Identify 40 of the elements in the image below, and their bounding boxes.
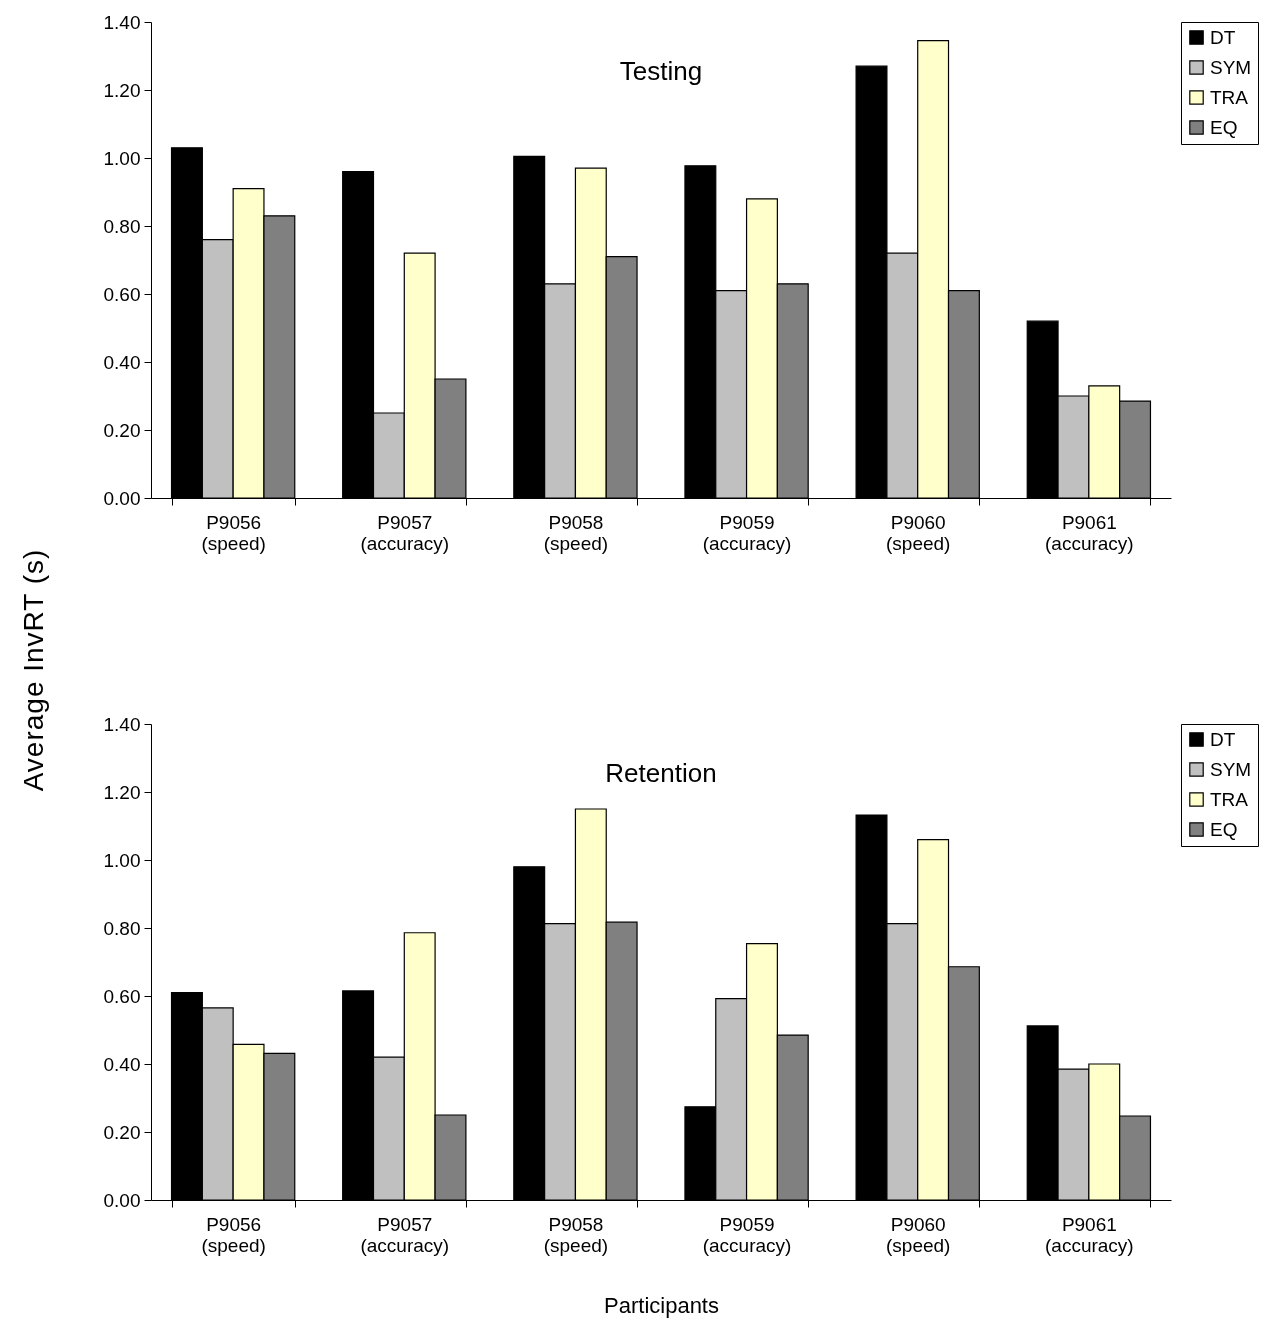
y-tick-label: 0.80 [103, 215, 141, 237]
x-tick-label: P9060 (speed) [886, 1213, 951, 1256]
y-tick-label: 0.00 [103, 1189, 141, 1211]
y-tick-label: 1.00 [103, 147, 141, 169]
x-tick-label: P9057 (accuracy) [360, 511, 450, 554]
y-tick-label: 1.40 [103, 11, 141, 33]
y-tick-label: 0.80 [103, 917, 141, 939]
text: Retention [605, 758, 717, 788]
y-axis-title: Average InvRT (s) [18, 548, 50, 792]
x-tick-label: P9059 (accuracy) [702, 511, 792, 554]
y-tick-label: 0.60 [103, 283, 141, 305]
y-tick-label: 0.40 [103, 351, 141, 373]
x-tick-label: P9058 (speed) [543, 511, 609, 554]
legend-label: TRA [1210, 86, 1249, 108]
y-tick-label: 0.00 [103, 487, 141, 509]
legend-label: SYM [1210, 56, 1252, 78]
y-tick-label: 1.40 [103, 713, 141, 735]
x-axis-title: Participants [604, 1292, 719, 1318]
y-tick-label: 1.00 [103, 849, 141, 871]
x-tick-label: P9061 (accuracy) [1045, 511, 1134, 554]
x-tick-label: P9056 (speed) [201, 511, 266, 554]
x-tick-label: P9060 (speed) [886, 511, 951, 554]
legend-label: DT [1210, 26, 1236, 48]
y-tick-label: 0.40 [103, 1053, 141, 1075]
legend-label: TRA [1210, 788, 1249, 810]
x-tick-label: P9056 (speed) [201, 1213, 266, 1256]
y-tick-label: 0.20 [103, 419, 141, 441]
legend-label: SYM [1210, 758, 1252, 780]
x-tick-label: P9059 (accuracy) [702, 1213, 792, 1256]
y-tick-label: 0.60 [103, 985, 141, 1007]
x-tick-label: P9057 (accuracy) [360, 1213, 450, 1256]
legend-label: EQ [1210, 116, 1238, 138]
y-tick-label: 1.20 [103, 79, 141, 101]
y-tick-label: 1.20 [103, 781, 141, 803]
y-tick-label: 0.20 [103, 1121, 141, 1143]
x-tick-label: P9061 (accuracy) [1045, 1213, 1134, 1256]
legend-label: EQ [1210, 818, 1238, 840]
text: Testing [619, 56, 703, 86]
legend-label: DT [1210, 728, 1236, 750]
x-tick-label: P9058 (speed) [543, 1213, 609, 1256]
